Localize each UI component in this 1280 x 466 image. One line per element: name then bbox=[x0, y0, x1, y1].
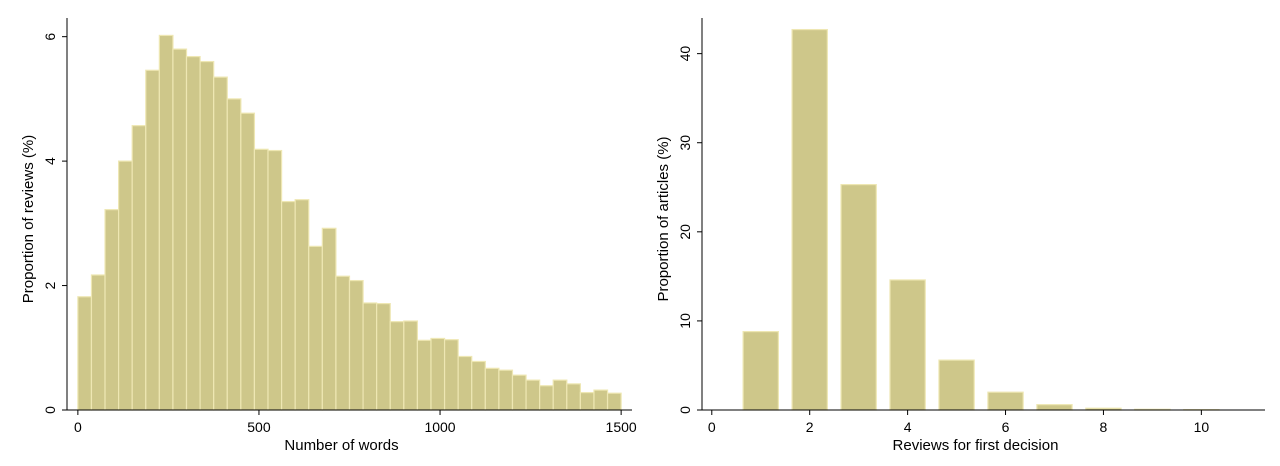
y-tick-label-30: 30 bbox=[677, 135, 693, 151]
bar-17 bbox=[294, 199, 310, 411]
bar-7 bbox=[158, 34, 174, 411]
y-tick-label-2: 2 bbox=[42, 281, 58, 289]
y-axis-title: Proportion of articles (%) bbox=[655, 136, 672, 301]
bar-13 bbox=[240, 112, 256, 411]
bar-37 bbox=[566, 383, 581, 411]
bar-5 bbox=[938, 359, 975, 411]
x-tick-label-4: 4 bbox=[904, 419, 912, 435]
bar-6 bbox=[987, 391, 1024, 411]
x-tick-label-0: 0 bbox=[74, 419, 82, 435]
bar-28 bbox=[443, 339, 459, 411]
bar-26 bbox=[416, 339, 432, 411]
bar-4 bbox=[118, 160, 133, 411]
x-axis-title: Reviews for first decision bbox=[893, 437, 1059, 454]
bar-5 bbox=[131, 125, 147, 411]
bar-35 bbox=[539, 385, 554, 411]
bar-23 bbox=[376, 303, 391, 411]
bar-27 bbox=[430, 337, 446, 411]
bar-40 bbox=[606, 392, 622, 411]
bar-11 bbox=[213, 76, 228, 411]
bar-2 bbox=[90, 274, 106, 411]
bar-24 bbox=[389, 321, 405, 411]
bar-10 bbox=[199, 60, 215, 411]
x-tick-label-10: 10 bbox=[1194, 419, 1210, 435]
bar-7 bbox=[1036, 404, 1073, 411]
bar-31 bbox=[484, 367, 500, 411]
y-tick-label-0: 0 bbox=[677, 406, 693, 414]
y-tick-label-40: 40 bbox=[677, 46, 693, 62]
y-tick-label-6: 6 bbox=[42, 33, 58, 41]
bar-30 bbox=[471, 360, 486, 411]
bar-38 bbox=[579, 391, 595, 411]
y-tick-label-0: 0 bbox=[42, 406, 58, 414]
bar-3 bbox=[104, 209, 120, 411]
bar-20 bbox=[335, 275, 351, 411]
bar-36 bbox=[552, 379, 568, 411]
x-tick-label-1000: 1000 bbox=[424, 419, 455, 435]
bar-21 bbox=[348, 279, 364, 411]
words-histogram: 0 500 1000 1500 0 2 4 6 Number of words Proportio… bbox=[20, 18, 637, 454]
x-axis-title: Number of words bbox=[284, 437, 398, 454]
bar-2 bbox=[791, 28, 828, 411]
bar-1 bbox=[77, 296, 93, 411]
y-tick-label-10: 10 bbox=[677, 313, 693, 329]
x-tick-label-8: 8 bbox=[1100, 419, 1108, 435]
bar-3 bbox=[840, 184, 877, 411]
x-tick-label-2: 2 bbox=[806, 419, 814, 435]
y-tick-label-20: 20 bbox=[677, 224, 693, 240]
bar-8 bbox=[172, 48, 188, 411]
bar-12 bbox=[226, 98, 242, 411]
bar-19 bbox=[321, 227, 337, 411]
bar-33 bbox=[511, 374, 527, 411]
bar-16 bbox=[280, 200, 296, 411]
bar-6 bbox=[145, 69, 160, 411]
y-axis-title: Proportion of reviews (%) bbox=[20, 135, 37, 303]
bar-18 bbox=[308, 245, 323, 411]
bar-32 bbox=[498, 369, 514, 411]
bar-34 bbox=[525, 379, 541, 411]
bar-15 bbox=[267, 149, 283, 411]
x-tick-label-1500: 1500 bbox=[606, 419, 637, 435]
y-tick-label-4: 4 bbox=[42, 157, 58, 165]
bar-1 bbox=[742, 331, 779, 411]
bar-4 bbox=[889, 279, 926, 411]
bar-22 bbox=[362, 302, 378, 411]
bar-14 bbox=[253, 148, 269, 411]
bar-39 bbox=[593, 389, 609, 411]
bar-25 bbox=[403, 320, 419, 411]
x-tick-label-0: 0 bbox=[708, 419, 716, 435]
bar-9 bbox=[185, 55, 201, 411]
x-tick-label-500: 500 bbox=[247, 419, 271, 435]
bar-29 bbox=[457, 355, 473, 411]
x-tick-label-6: 6 bbox=[1002, 419, 1010, 435]
reviews-bar-chart: 0 2 4 6 8 10 0 10 20 30 40 Reviews for first decisi… bbox=[655, 18, 1265, 454]
